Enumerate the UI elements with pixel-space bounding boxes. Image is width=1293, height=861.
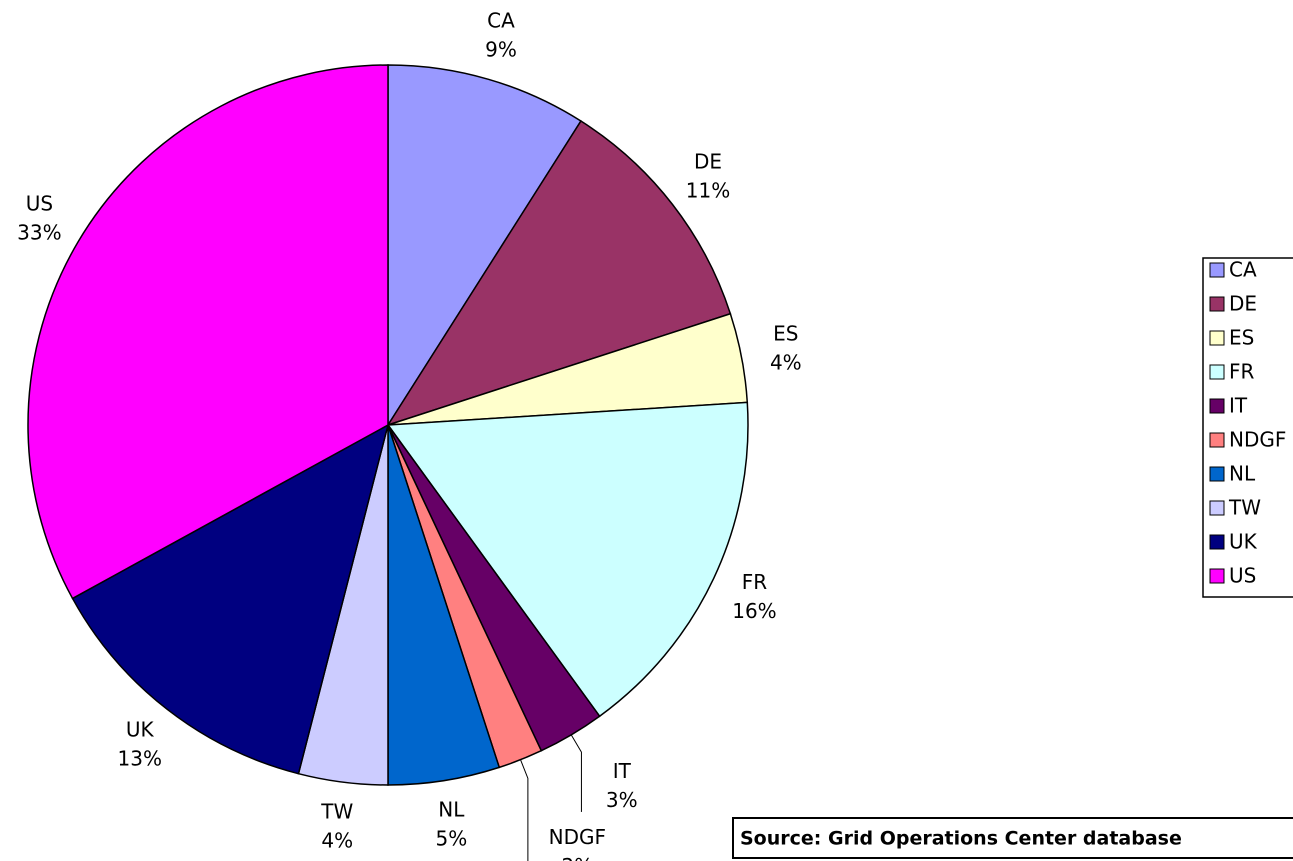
slice-label: IT (613, 759, 632, 783)
slice-value-label: 9% (485, 38, 517, 62)
legend-label: ES (1229, 326, 1254, 350)
legend-label: NL (1229, 462, 1256, 486)
legend-label: IT (1229, 394, 1248, 418)
slice-value-label: 33% (17, 220, 61, 244)
slice-label: NDGF (549, 825, 606, 849)
slice-value-label: 4% (321, 828, 353, 852)
legend-label: FR (1229, 360, 1255, 384)
pie-slice (387, 64, 582, 428)
slice-value-label: 11% (686, 178, 730, 202)
pie-slice (71, 423, 390, 775)
leader-line (520, 759, 529, 861)
legend-label: DE (1229, 292, 1257, 316)
slice-value-label: 16% (732, 599, 776, 623)
legend-swatch (1209, 432, 1225, 448)
source-note: Source: Grid Operations Center database (740, 828, 1182, 850)
legend-swatch (1209, 398, 1225, 414)
slice-value-label: 5% (435, 827, 467, 851)
slice-label: NL (438, 798, 465, 822)
pie-slice (386, 120, 732, 427)
legend-swatch (1209, 330, 1225, 346)
legend-label: UK (1229, 530, 1258, 554)
pie-slice (386, 401, 749, 718)
slice-value-label: 13% (118, 747, 162, 771)
legend-label: NDGF (1229, 428, 1286, 452)
legend-swatch (1209, 262, 1225, 278)
legend-swatch (1209, 534, 1225, 550)
slice-label: CA (487, 9, 515, 33)
slice-value-label: 4% (770, 351, 802, 375)
legend-label: CA (1229, 258, 1257, 282)
legend-swatch (1209, 568, 1225, 584)
slice-label: ES (773, 322, 798, 346)
slice-label: FR (742, 570, 768, 594)
legend-swatch (1209, 364, 1225, 380)
legend-label: TW (1228, 496, 1261, 520)
legend-swatch (1209, 466, 1225, 482)
leader-line (570, 734, 582, 813)
slice-label: UK (126, 718, 155, 742)
slice-value-label: 3% (606, 788, 638, 812)
slice-label: DE (694, 149, 722, 173)
source-box (732, 817, 1293, 859)
legend-swatch (1209, 500, 1225, 516)
slice-value-label: 2% (561, 854, 593, 861)
legend-swatch (1209, 296, 1225, 312)
slice-label: TW (320, 799, 353, 823)
legend-label: US (1229, 564, 1256, 588)
slice-label: US (26, 191, 53, 215)
pie-slice (27, 64, 389, 600)
